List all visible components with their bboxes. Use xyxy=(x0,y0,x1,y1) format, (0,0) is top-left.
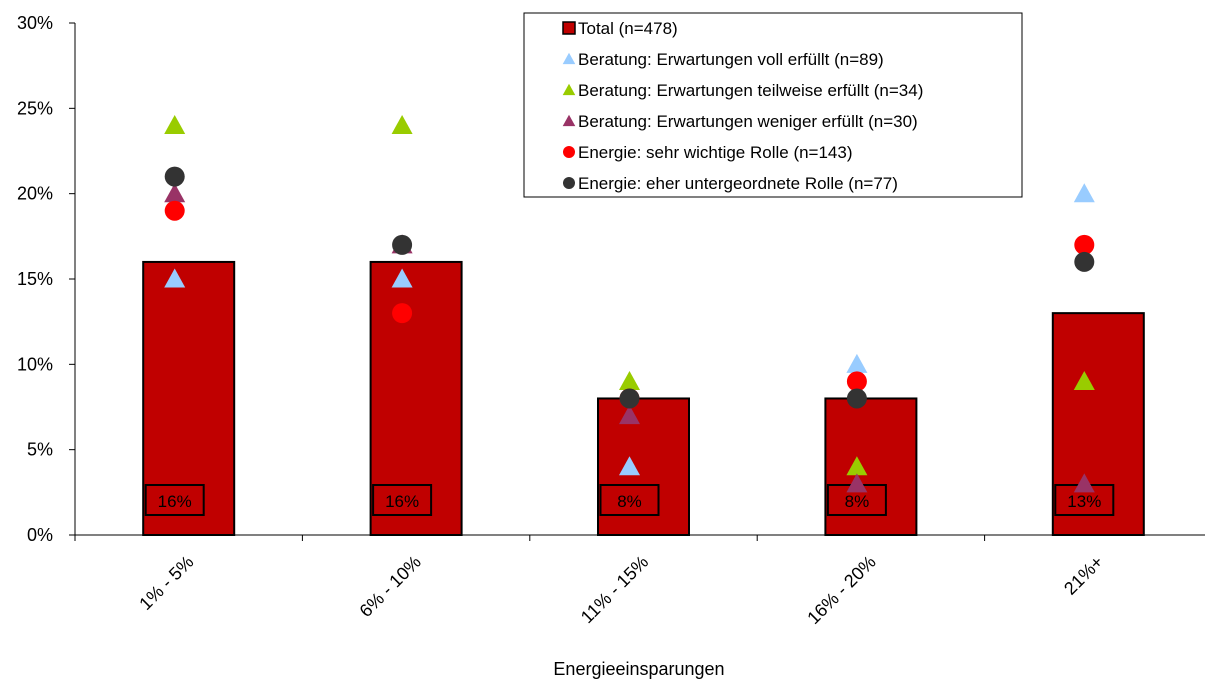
bar xyxy=(369,260,463,536)
legend-items: Total (n=478) Beratung: Erwartungen voll … xyxy=(562,19,923,193)
bar xyxy=(1051,312,1145,536)
x-category-label: 1% - 5% xyxy=(135,552,197,614)
bar xyxy=(824,397,918,537)
data-point xyxy=(846,456,868,476)
data-point xyxy=(846,371,867,392)
legend-label: Energie: eher untergeordnete Rolle (n=77… xyxy=(578,174,898,193)
legend-label: Total (n=478) xyxy=(578,19,678,38)
data-point xyxy=(164,114,186,134)
data-point xyxy=(1073,183,1095,203)
bar xyxy=(597,397,690,537)
x-axis-title: Energieeinsparungen xyxy=(553,659,724,679)
y-tick-label: 10% xyxy=(17,354,53,374)
data-point xyxy=(619,456,640,476)
data-point xyxy=(391,268,413,288)
bar-label-box xyxy=(372,484,433,516)
bar-data-label: 13% xyxy=(1067,492,1101,511)
data-point xyxy=(164,268,186,288)
y-tick-label: 15% xyxy=(17,269,53,289)
data-point xyxy=(1073,473,1095,493)
data-point xyxy=(1073,370,1095,390)
legend-marker xyxy=(562,52,576,65)
bar-data-label: 8% xyxy=(845,492,870,511)
data-point xyxy=(392,234,413,255)
legend-label: Beratung: Erwartungen teilweise erfüllt … xyxy=(578,81,923,100)
legend-label: Beratung: Erwartungen voll erfüllt (n=89… xyxy=(578,50,884,69)
y-tick-label: 20% xyxy=(17,184,53,204)
y-tick-label: 5% xyxy=(27,440,53,460)
legend-label: Beratung: Erwartungen weniger erfüllt (n… xyxy=(578,112,918,131)
x-axis: 1% - 5% 6% - 10% 11% - 15% 16% - 20% 21%+ xyxy=(74,534,1205,628)
legend-label: Energie: sehr wichtige Rolle (n=143) xyxy=(578,143,853,162)
y-tick-label: 25% xyxy=(17,98,53,118)
bars: 16% 16% 8% 8% 13% xyxy=(142,260,1145,537)
data-point xyxy=(164,183,186,203)
data-point xyxy=(846,353,868,373)
x-category-label: 16% - 20% xyxy=(803,552,879,628)
bar-label-box xyxy=(144,484,205,516)
data-point xyxy=(392,303,413,324)
data-point xyxy=(1074,251,1095,272)
y-axis: 0% 5% 10% 15% 20% 25% 30% xyxy=(17,13,76,545)
bar-data-label: 16% xyxy=(385,492,419,511)
data-point xyxy=(619,370,640,390)
y-tick-label: 0% xyxy=(27,525,53,545)
data-point xyxy=(391,114,413,134)
data-point xyxy=(619,405,640,425)
bar-label-box xyxy=(599,484,660,516)
y-tick-label: 30% xyxy=(17,13,53,33)
legend-marker xyxy=(563,146,575,158)
legend-box xyxy=(523,12,1023,198)
bar-data-label: 16% xyxy=(158,492,192,511)
x-category-label: 6% - 10% xyxy=(356,552,425,621)
data-point xyxy=(619,388,640,409)
legend-marker xyxy=(563,177,575,189)
bar xyxy=(142,260,236,536)
markers xyxy=(164,114,1095,493)
data-point xyxy=(846,388,867,409)
data-point xyxy=(846,473,868,493)
legend-swatch xyxy=(562,21,576,35)
legend-marker xyxy=(562,83,576,96)
data-point xyxy=(1074,234,1095,255)
x-category-label: 21%+ xyxy=(1060,552,1107,599)
legend-marker xyxy=(562,114,576,127)
data-point xyxy=(164,200,185,221)
legend: Total (n=478) Beratung: Erwartungen voll … xyxy=(523,12,1023,198)
bar-data-label: 8% xyxy=(617,492,642,511)
x-category-label: 11% - 15% xyxy=(577,552,652,627)
data-point xyxy=(164,166,185,187)
